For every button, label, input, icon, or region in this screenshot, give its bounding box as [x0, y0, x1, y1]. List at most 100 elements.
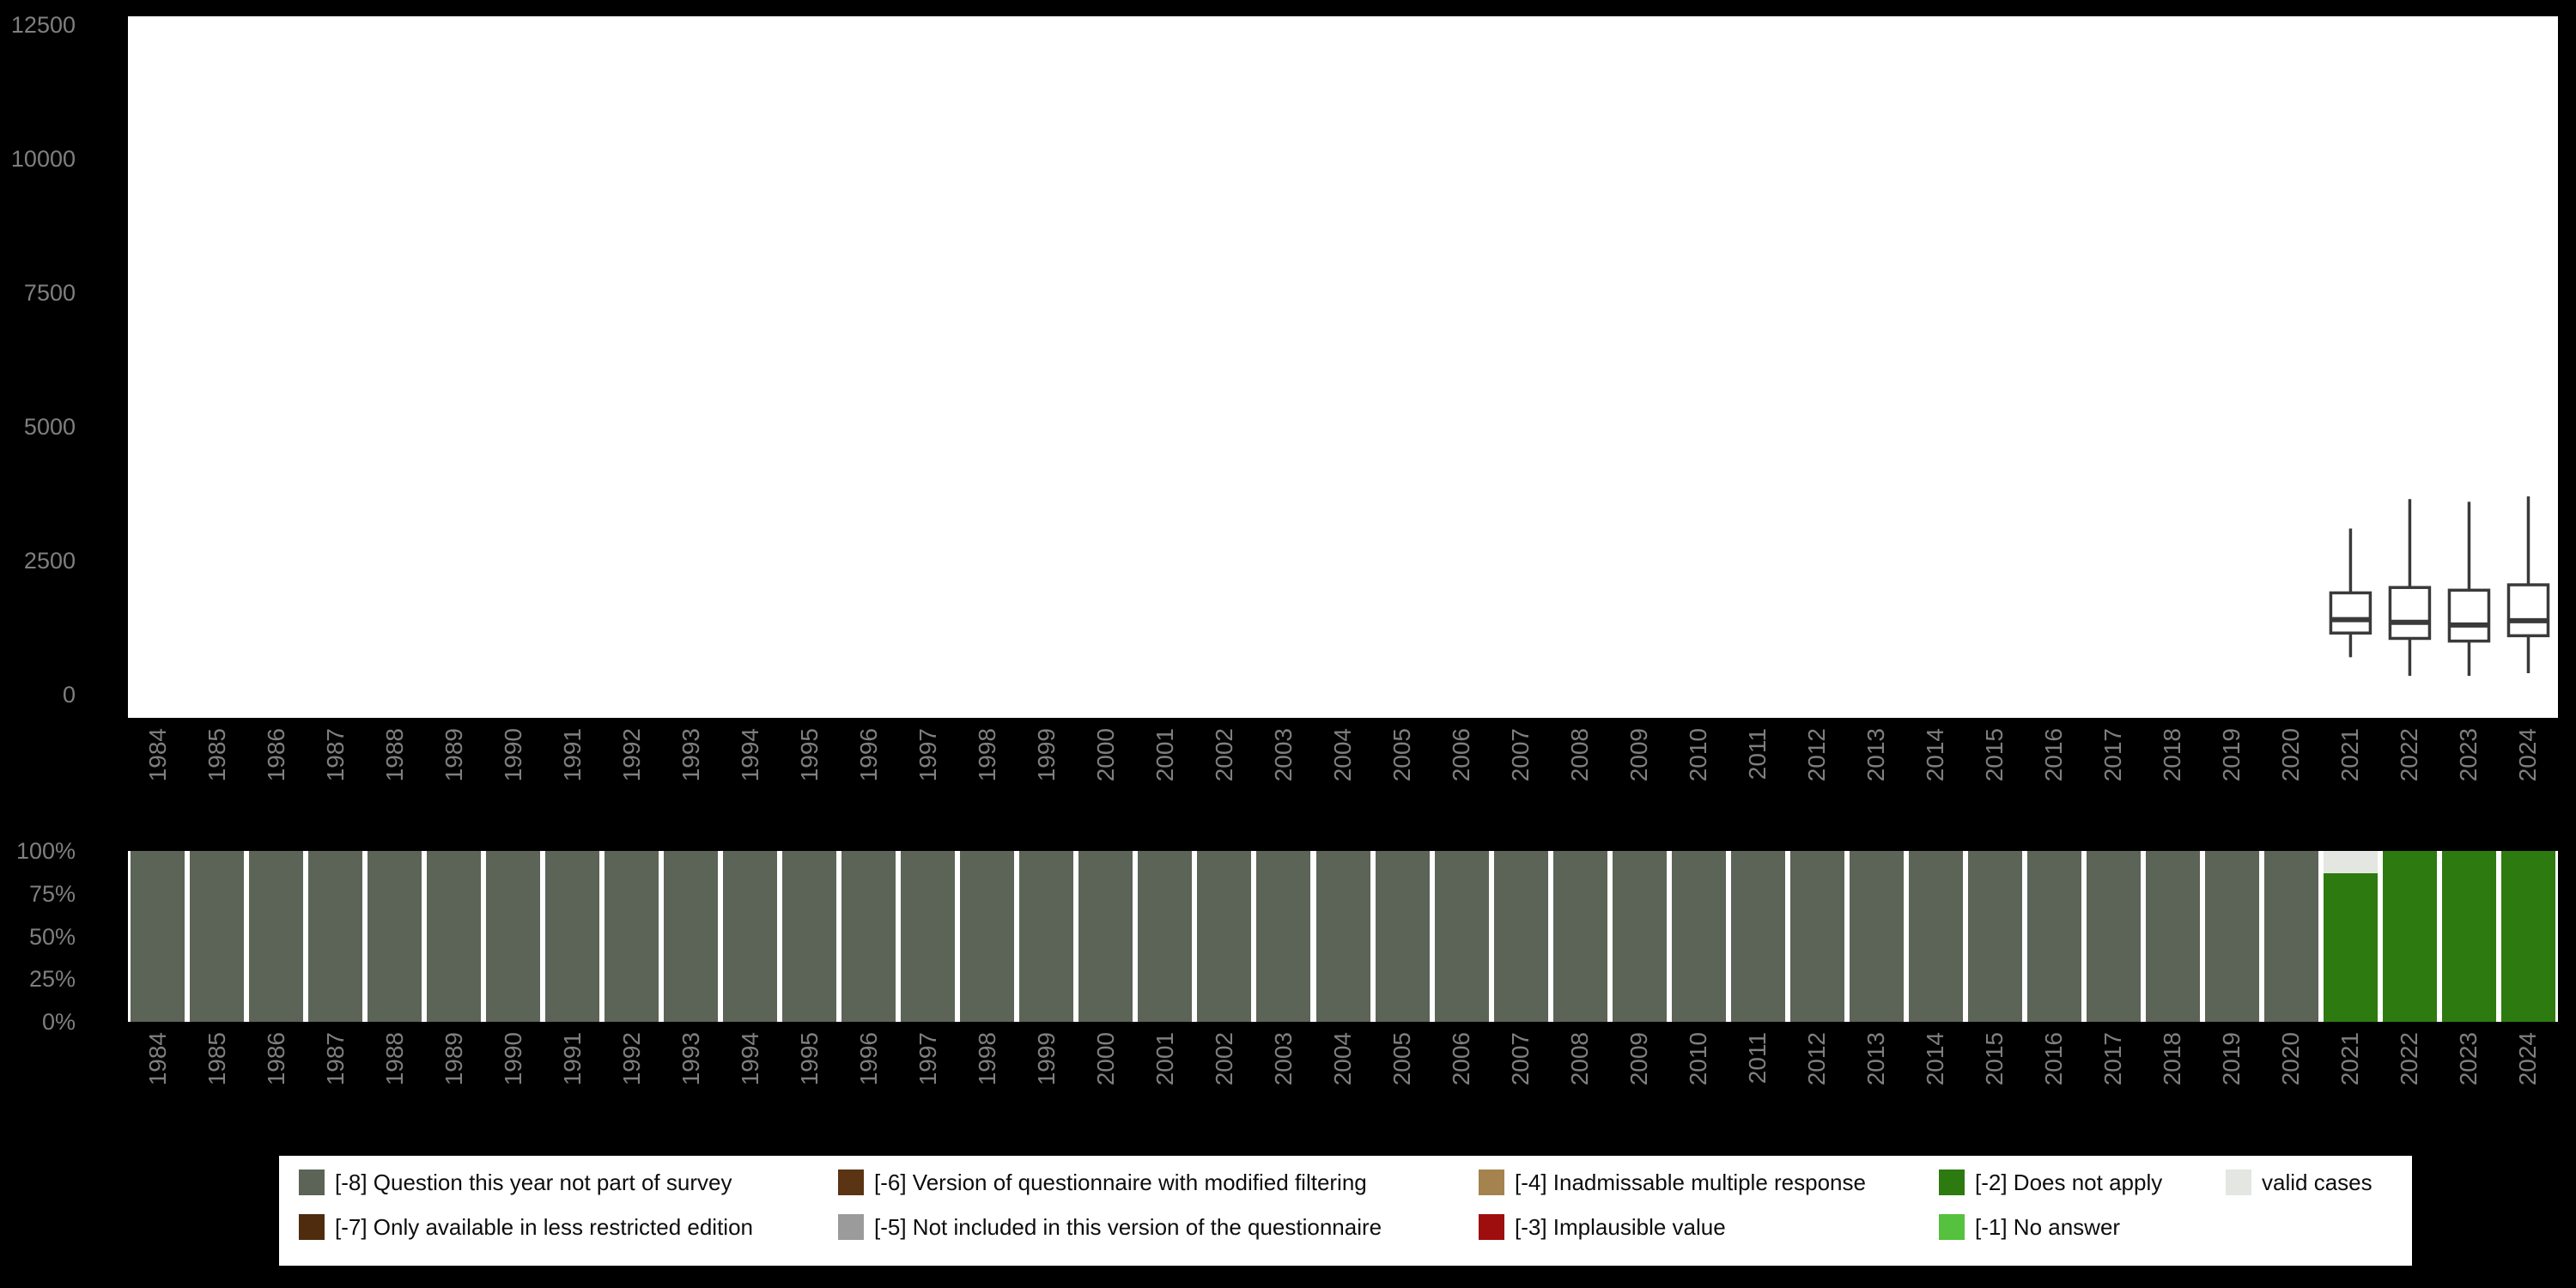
- legend-item-valid: valid cases: [2226, 1168, 2372, 1197]
- year-tick-label: 1992: [617, 728, 645, 782]
- bar-1989: [427, 851, 482, 1022]
- boxplot-box: [2506, 583, 2550, 638]
- bar-segment-m8: [2145, 851, 2200, 1022]
- year-tick-label: 2014: [1922, 728, 1949, 782]
- year-tick-label: 1998: [973, 728, 1000, 782]
- bar-2011: [1730, 851, 1785, 1022]
- year-tick-label: 2011: [1744, 728, 1771, 781]
- legend-swatch-m8: [299, 1170, 325, 1195]
- bar-2018: [2145, 851, 2200, 1022]
- year-tick-label: 2017: [2099, 728, 2127, 782]
- legend-item-m3: [-3] Implausible value: [1479, 1212, 1726, 1242]
- legend-swatch-m1: [1939, 1214, 1965, 1240]
- year-tick-label: 2009: [1625, 1032, 1653, 1086]
- bar-2002: [1197, 851, 1252, 1022]
- legend-label-m6: [-6] Version of questionnaire with modif…: [874, 1170, 1367, 1195]
- legend-swatch-m4: [1479, 1170, 1504, 1195]
- year-tick-label: 2004: [1329, 1032, 1356, 1086]
- bar-1996: [841, 851, 896, 1022]
- boxplot-panel: [128, 16, 2558, 718]
- bar-segment-m8: [2086, 851, 2141, 1022]
- bar-1988: [368, 851, 422, 1022]
- year-tick-label: 1996: [854, 1032, 882, 1086]
- legend-item-m5: [-5] Not included in this version of the…: [838, 1212, 1382, 1242]
- year-tick-label: 2013: [1862, 728, 1890, 782]
- year-tick-label: 2024: [2514, 728, 2542, 782]
- bar-segment-m8: [841, 851, 896, 1022]
- year-tick-label: 2006: [1448, 728, 1475, 782]
- bar-2008: [1552, 851, 1607, 1022]
- bar-2023: [2441, 851, 2496, 1022]
- year-tick-label: 2018: [2159, 728, 2186, 782]
- legend-item-m1: [-1] No answer: [1939, 1212, 2120, 1242]
- boxplot-box: [2447, 588, 2491, 643]
- boxplot-2021: [2329, 528, 2372, 658]
- year-tick-label: 2007: [1507, 1032, 1534, 1086]
- year-tick-label: 2016: [2040, 728, 2068, 782]
- bar-segment-m8: [368, 851, 422, 1022]
- bar-segment-m8: [1256, 851, 1311, 1022]
- year-tick-label: 2024: [2514, 1032, 2542, 1086]
- bar-segment-m8: [1612, 851, 1667, 1022]
- bar-2007: [1493, 851, 1548, 1022]
- boxplot-2023: [2447, 501, 2491, 677]
- year-tick-label: 1988: [380, 1032, 408, 1086]
- year-tick-label: 1985: [203, 1032, 230, 1086]
- bar-2009: [1612, 851, 1667, 1022]
- year-tick-label: 2007: [1507, 728, 1534, 782]
- year-tick-label: 2020: [2277, 1032, 2305, 1086]
- year-tick-label: 1991: [558, 1032, 586, 1086]
- boxplot-canvas: [2329, 496, 2550, 677]
- bar-2001: [1138, 851, 1193, 1022]
- year-tick-label: 1995: [795, 728, 823, 782]
- bar-1991: [545, 851, 600, 1022]
- year-tick-label: 2011: [1744, 1032, 1771, 1084]
- year-tick-label: 1993: [677, 728, 704, 782]
- bar-segment-m8: [545, 851, 600, 1022]
- year-tick-label: 1990: [499, 1032, 526, 1086]
- year-tick-label: 1999: [1032, 1032, 1060, 1086]
- year-tick-label: 1995: [795, 1032, 823, 1086]
- bar-1986: [249, 851, 304, 1022]
- year-tick-label: 2010: [1685, 1032, 1712, 1086]
- percent-tick-label: 50%: [28, 923, 76, 950]
- bar-segment-m8: [1197, 851, 1252, 1022]
- bar-2013: [1849, 851, 1904, 1022]
- year-tick-label: 2003: [1269, 1032, 1297, 1086]
- legend-swatch-m5: [838, 1214, 864, 1240]
- year-tick-label: 1985: [203, 728, 230, 782]
- bar-1992: [605, 851, 659, 1022]
- year-tick-label: 1986: [262, 1032, 289, 1086]
- bar-segment-m8: [1375, 851, 1430, 1022]
- bar-segment-m2: [2382, 851, 2437, 1022]
- legend-label-m5: [-5] Not included in this version of the…: [874, 1214, 1382, 1240]
- year-tick-label: 1996: [854, 728, 882, 782]
- year-tick-label: 2000: [1091, 728, 1119, 782]
- legend-item-m2: [-2] Does not apply: [1939, 1168, 2162, 1197]
- bar-segment-m8: [190, 851, 245, 1022]
- year-tick-label: 1987: [321, 728, 349, 782]
- legend-swatch-m2: [1939, 1170, 1965, 1195]
- y-tick-label: 5000: [23, 414, 76, 440]
- percent-tick-label: 75%: [28, 880, 76, 907]
- bar-1984: [131, 851, 185, 1022]
- year-tick-label: 2023: [2455, 1032, 2482, 1086]
- year-tick-label: 2010: [1685, 728, 1712, 782]
- boxplot-box: [2388, 586, 2432, 641]
- bar-segment-m8: [1967, 851, 2022, 1022]
- bar-2021: [2323, 851, 2378, 1022]
- legend: [-8] Question this year not part of surv…: [279, 1156, 2412, 1266]
- y-tick-label: 10000: [10, 146, 76, 172]
- bar-2004: [1315, 851, 1370, 1022]
- legend-item-m4: [-4] Inadmissable multiple response: [1479, 1168, 1866, 1197]
- year-tick-label: 2022: [2396, 1032, 2423, 1086]
- year-tick-label: 2013: [1862, 1032, 1890, 1086]
- bar-segment-m8: [1315, 851, 1370, 1022]
- bar-1995: [782, 851, 837, 1022]
- year-tick-label: 2004: [1329, 728, 1356, 782]
- year-tick-label: 2019: [2218, 728, 2245, 782]
- year-tick-label: 1987: [321, 1032, 349, 1086]
- bar-1993: [664, 851, 719, 1022]
- bar-segment-m8: [486, 851, 541, 1022]
